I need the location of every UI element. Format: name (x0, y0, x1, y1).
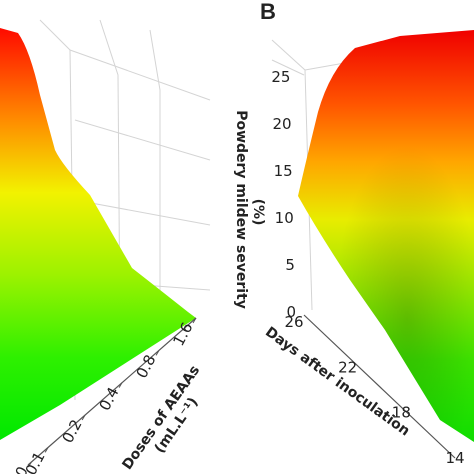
panel-b-z-tick-label: 0 (286, 303, 296, 321)
panel-a-x-tick-mark (192, 317, 197, 324)
panel-b-z-axis-label-line2: (%) (250, 199, 266, 226)
panel-a-x-tick-label: 0.8 (132, 352, 159, 382)
panel-b: B 0 5 10 15 20 25 14 18 22 26 Powdery mildew sev… (233, 0, 474, 467)
panel-b-z-tick-label: 10 (275, 209, 294, 227)
panel-a-x-axis-label: Doses of AEAAs (mL.L⁻¹) (119, 359, 220, 474)
panel-a-x-tick-label: 0 (12, 463, 32, 474)
panel-a: 00.10.20.40.81.6 Doses of AEAAs (mL.L⁻¹) (0, 19, 220, 474)
panel-b-y-tick-label: 22 (338, 358, 357, 376)
panel-b-z-tick-label: 5 (285, 256, 295, 274)
panel-a-surface (0, 28, 196, 440)
panel-a-x-tick-label: 0.4 (96, 384, 123, 414)
panel-a-x-tick-label: 0.2 (59, 416, 86, 446)
panel-a-x-tick-mark (44, 447, 49, 453)
panel-b-y-axis-label: Days after inoculation (262, 324, 413, 439)
panel-a-x-tick-label: 0.1 (22, 449, 49, 474)
panel-a-x-axis-line (27, 317, 197, 466)
panel-b-z-ticks: 0 5 10 15 20 25 (271, 68, 296, 321)
panel-b-z-axis-label: Powdery mildew severity (%) (233, 110, 266, 314)
panel-b-y-tick-label: 26 (284, 313, 303, 331)
panel-b-y-axis-line (303, 314, 456, 459)
panel-b-z-tick-label: 25 (271, 68, 290, 86)
panel-b-y-ticks: 14 18 22 26 (284, 313, 464, 467)
panel-b-label: B (260, 0, 276, 24)
panel-b-y-tick-label: 14 (445, 449, 464, 467)
panel-b-z-tick-label: 15 (274, 162, 293, 180)
panel-b-z-axis-label-line1: Powdery mildew severity (233, 110, 249, 309)
panel-a-x-tick-mark (81, 414, 86, 421)
panel-b-y-tick-label: 18 (392, 404, 411, 422)
panel-b-surface-shading (298, 30, 474, 442)
panel-a-x-tick-mark (118, 382, 123, 388)
panel-a-x-tick-mark (27, 461, 32, 468)
panel-a-x-tick-mark (155, 350, 160, 356)
panel-b-z-tick-label: 20 (272, 115, 291, 133)
